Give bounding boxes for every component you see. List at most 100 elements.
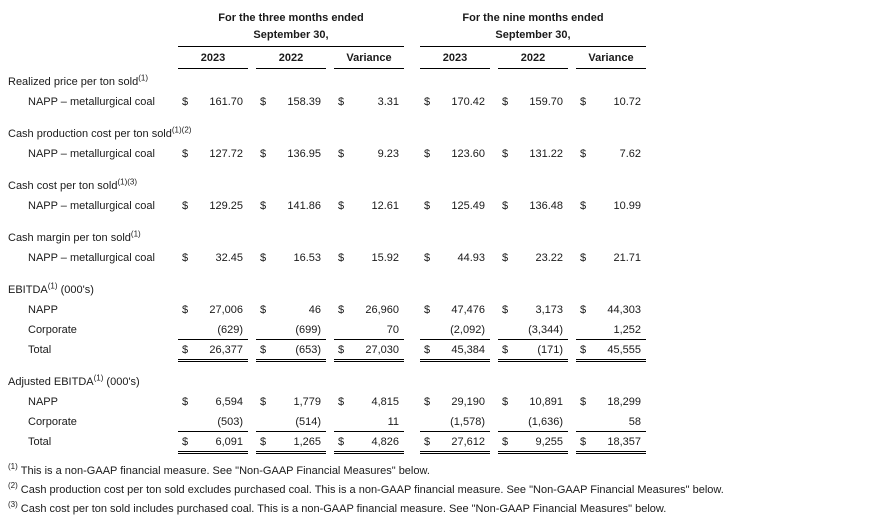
dollar-sign: $ [182, 148, 189, 160]
data-cell: $6,091 [178, 432, 248, 454]
cell-value: 4,826 [371, 436, 399, 448]
cell-value: 23.22 [535, 252, 563, 264]
dollar-sign: $ [424, 148, 431, 160]
cell-value: 27,006 [209, 304, 243, 316]
cell-value: 47,476 [451, 304, 485, 316]
cell-value: (699) [295, 324, 321, 336]
dollar-sign: $ [260, 96, 267, 108]
table-row: NAPP – metallurgical coal $127.72 $136.95 $… [8, 144, 876, 164]
cell-value: (171) [537, 344, 563, 356]
data-cell: $18,299 [576, 392, 646, 412]
section: Cash margin per ton sold(1) NAPP – metall… [8, 229, 876, 268]
dollar-sign: $ [580, 200, 587, 212]
dollar-sign: $ [502, 344, 509, 356]
group-title-line2: September 30, [495, 29, 571, 41]
section-title-text: Cash production cost per ton sold [8, 128, 172, 140]
section-title-text: Cash margin per ton sold [8, 232, 131, 244]
row-label: Total [28, 344, 52, 356]
row-label: Corporate [28, 416, 77, 428]
dollar-sign: $ [424, 344, 431, 356]
section: Realized price per ton sold(1) NAPP – met… [8, 73, 876, 112]
dollar-sign: $ [424, 96, 431, 108]
group-title-line2: September 30, [253, 29, 329, 41]
data-cell: $27,612 [420, 432, 490, 454]
table-row: Corporate (503) (514) 11 (1,578) (1,636) 58 [8, 412, 876, 432]
cell-value: 32.45 [215, 252, 243, 264]
data-cell: $125.49 [420, 196, 490, 216]
cell-value: 70 [386, 324, 399, 336]
cell-value: 136.48 [529, 200, 563, 212]
row-label: NAPP – metallurgical coal [28, 252, 155, 264]
section-title: Adjusted EBITDA(1) (000's) [8, 373, 876, 392]
data-cell: 58 [576, 412, 646, 432]
dollar-sign: $ [502, 252, 509, 264]
section-title-text: Cash cost per ton sold [8, 180, 118, 192]
cell-value: 45,555 [607, 344, 641, 356]
cell-value: 45,384 [451, 344, 485, 356]
data-cell: (699) [256, 320, 326, 340]
data-cell: $127.72 [178, 144, 248, 164]
dollar-sign: $ [260, 396, 267, 408]
data-cell: $12.61 [334, 196, 404, 216]
footnote-text: Cash cost per ton sold includes purchase… [20, 503, 667, 515]
dollar-sign: $ [580, 396, 587, 408]
cell-value: 127.72 [209, 148, 243, 160]
cell-value: 10,891 [529, 396, 563, 408]
dollar-sign: $ [338, 200, 345, 212]
cell-value: 125.49 [451, 200, 485, 212]
dollar-sign: $ [182, 396, 189, 408]
dollar-sign: $ [580, 436, 587, 448]
data-cell: 70 [334, 320, 404, 340]
data-cell: $18,357 [576, 432, 646, 454]
data-cell: $21.71 [576, 248, 646, 268]
table-body: Realized price per ton sold(1) NAPP – met… [8, 73, 876, 454]
cell-value: 3,173 [535, 304, 563, 316]
cell-value: 26,377 [209, 344, 243, 356]
cell-value: 7.62 [619, 148, 641, 160]
cell-value: 27,030 [365, 344, 399, 356]
row-label: Total [28, 436, 52, 448]
row-label: NAPP – metallurgical coal [28, 200, 155, 212]
dollar-sign: $ [580, 304, 587, 316]
footnote-marker: (2) [8, 481, 18, 491]
footnote-marker: (1) [8, 462, 18, 472]
data-cell: (2,092) [420, 320, 490, 340]
footnotes: (1) This is a non-GAAP financial measure.… [8, 462, 876, 519]
data-cell: $10,891 [498, 392, 568, 412]
dollar-sign: $ [424, 436, 431, 448]
section-title: EBITDA(1) (000's) [8, 281, 876, 300]
column-header-variance-9mo: Variance [576, 49, 646, 69]
table-row: NAPP – metallurgical coal $32.45 $16.53 $15… [8, 248, 876, 268]
dollar-sign: $ [502, 96, 509, 108]
group-header-nine-months: For the nine months ended September 30, [420, 10, 646, 47]
data-cell: (503) [178, 412, 248, 432]
table-header-columns: 2023 2022 Variance 2023 2022 Variance [8, 47, 876, 69]
data-cell: $27,006 [178, 300, 248, 320]
data-cell: $44.93 [420, 248, 490, 268]
section: Cash cost per ton sold(1)(3) NAPP – metal… [8, 177, 876, 216]
cell-value: 1,779 [293, 396, 321, 408]
data-cell: $26,960 [334, 300, 404, 320]
data-cell: $1,265 [256, 432, 326, 454]
cell-value: 16.53 [293, 252, 321, 264]
cell-value: (653) [295, 344, 321, 356]
cell-value: 26,960 [365, 304, 399, 316]
dollar-sign: $ [260, 436, 267, 448]
data-cell: $158.39 [256, 92, 326, 112]
section: EBITDA(1) (000's) NAPP $27,006 $46 $26,960 $4… [8, 281, 876, 362]
cell-value: 141.86 [287, 200, 321, 212]
cell-value: 123.60 [451, 148, 485, 160]
dollar-sign: $ [260, 304, 267, 316]
data-cell: $170.42 [420, 92, 490, 112]
dollar-sign: $ [338, 252, 345, 264]
data-cell: $16.53 [256, 248, 326, 268]
cell-value: (503) [217, 416, 243, 428]
cell-value: (2,092) [450, 324, 485, 336]
section-title-suffix: (000's) [57, 284, 94, 296]
dollar-sign: $ [424, 304, 431, 316]
footnote: (2) Cash production cost per ton sold exc… [8, 481, 876, 500]
cell-value: (3,344) [528, 324, 563, 336]
row-label: NAPP – metallurgical coal [28, 148, 155, 160]
data-cell: (1,636) [498, 412, 568, 432]
data-cell: $44,303 [576, 300, 646, 320]
